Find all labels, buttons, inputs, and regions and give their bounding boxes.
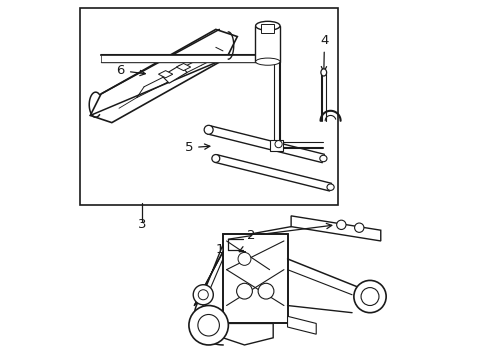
- Circle shape: [238, 252, 250, 265]
- Circle shape: [236, 283, 252, 299]
- Polygon shape: [158, 71, 172, 78]
- Polygon shape: [287, 316, 316, 334]
- Ellipse shape: [255, 58, 280, 65]
- Circle shape: [198, 315, 219, 336]
- Circle shape: [188, 306, 228, 345]
- Circle shape: [274, 140, 282, 148]
- Ellipse shape: [319, 155, 326, 162]
- Polygon shape: [101, 55, 255, 62]
- Circle shape: [336, 220, 346, 229]
- Circle shape: [360, 288, 378, 306]
- Ellipse shape: [320, 69, 326, 76]
- Circle shape: [354, 223, 363, 232]
- Polygon shape: [290, 216, 380, 241]
- Ellipse shape: [203, 125, 213, 134]
- Polygon shape: [162, 65, 187, 83]
- Circle shape: [353, 280, 386, 313]
- Text: 6: 6: [116, 64, 145, 77]
- Circle shape: [193, 285, 213, 305]
- Polygon shape: [176, 63, 190, 71]
- Text: 3: 3: [138, 218, 146, 231]
- Bar: [261, 24, 274, 33]
- Text: 2: 2: [247, 224, 331, 242]
- Polygon shape: [223, 234, 287, 323]
- Text: 1: 1: [215, 243, 223, 256]
- Circle shape: [198, 290, 208, 300]
- Text: 4: 4: [320, 33, 328, 72]
- Ellipse shape: [326, 184, 333, 190]
- Polygon shape: [194, 244, 223, 306]
- Ellipse shape: [211, 154, 219, 162]
- Ellipse shape: [255, 21, 280, 30]
- Bar: [255, 26, 279, 62]
- Bar: [80, 8, 337, 205]
- Polygon shape: [90, 30, 237, 123]
- Text: 5: 5: [184, 141, 209, 154]
- Bar: [270, 140, 283, 150]
- Polygon shape: [223, 323, 273, 345]
- Circle shape: [258, 283, 273, 299]
